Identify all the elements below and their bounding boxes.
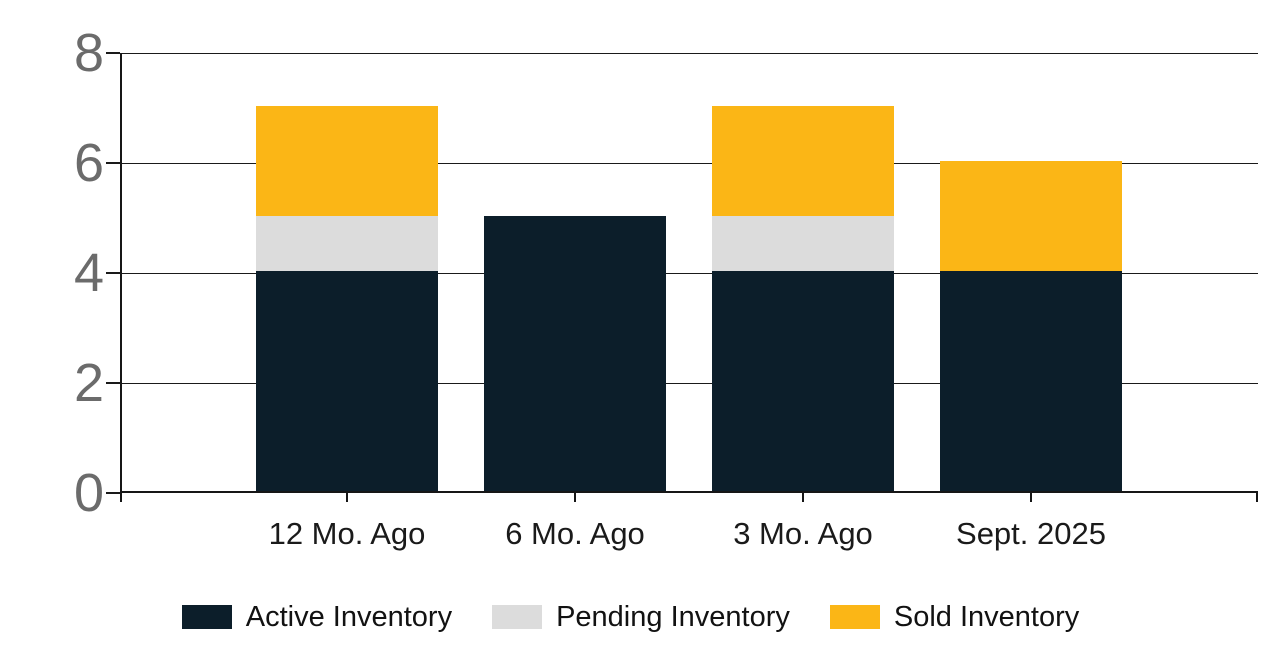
- legend-swatch-sold-inventory: [829, 605, 880, 629]
- bar-segment-sold-inventory: [256, 106, 438, 216]
- bar-segment-pending-inventory: [712, 216, 894, 271]
- y-axis-tick-0: [106, 492, 120, 494]
- x-axis-line: [120, 491, 1258, 493]
- bar-segment-pending-inventory: [256, 216, 438, 271]
- x-axis-tick-3-mo-ago: [802, 493, 804, 502]
- legend-swatch-active-inventory: [181, 605, 232, 629]
- bar-segment-active-inventory: [256, 271, 438, 491]
- bar-group-sept-2025: [940, 161, 1122, 491]
- grid-line-4: [120, 273, 1258, 274]
- x-axis-label-3-mo-ago: 3 Mo. Ago: [733, 516, 873, 551]
- y-axis-label-2: 2: [73, 353, 104, 413]
- bar-segment-sold-inventory: [712, 106, 894, 216]
- grid-line-6: [120, 163, 1258, 164]
- x-axis-tick-sept-2025: [1030, 493, 1032, 502]
- bar-segment-active-inventory: [484, 216, 666, 491]
- y-axis-tick-8: [106, 52, 120, 54]
- plot-area: 12 Mo. Ago 6 Mo. Ago 3 Mo. Ago Sept. 2025: [106, 52, 1258, 551]
- grid-line-2: [120, 383, 1258, 384]
- legend-item-sold-inventory: Sold Inventory: [829, 601, 1080, 633]
- x-axis-label-6-mo-ago: 6 Mo. Ago: [505, 516, 645, 551]
- bar-segment-active-inventory: [712, 271, 894, 491]
- x-axis-label-12-mo-ago: 12 Mo. Ago: [268, 516, 426, 551]
- y-axis-tick-2: [106, 382, 120, 384]
- y-axis-label-4: 4: [73, 243, 104, 303]
- bar-group-6-mo-ago: [484, 216, 666, 491]
- x-axis-tick-6-mo-ago: [574, 493, 576, 502]
- legend-label-pending-inventory: Pending Inventory: [556, 601, 790, 633]
- x-axis-label-sept-2025: Sept. 2025: [956, 516, 1106, 551]
- legend-swatch-pending-inventory: [492, 605, 543, 629]
- y-axis-tick-4: [106, 272, 120, 274]
- grid-line-8: [120, 53, 1258, 54]
- x-axis-end-tick: [1256, 493, 1258, 502]
- bar-segment-active-inventory: [940, 271, 1122, 491]
- bar-segment-sold-inventory: [940, 161, 1122, 271]
- legend-item-pending-inventory: Pending Inventory: [492, 601, 790, 633]
- legend-label-active-inventory: Active Inventory: [245, 601, 453, 633]
- bar-group-12-mo-ago: [256, 106, 438, 491]
- y-axis-label-8: 8: [73, 23, 104, 83]
- x-axis-tick-12-mo-ago: [346, 493, 348, 502]
- y-axis-tick-6: [106, 162, 120, 164]
- y-axis-line: [120, 53, 122, 502]
- legend-label-sold-inventory: Sold Inventory: [893, 601, 1080, 633]
- y-axis-label-0: 0: [73, 463, 104, 523]
- legend-item-active-inventory: Active Inventory: [181, 601, 453, 633]
- y-axis-label-6: 6: [73, 133, 104, 193]
- chart-legend: Active Inventory Pending Inventory Sold In…: [0, 601, 1261, 633]
- bar-group-3-mo-ago: [712, 106, 894, 491]
